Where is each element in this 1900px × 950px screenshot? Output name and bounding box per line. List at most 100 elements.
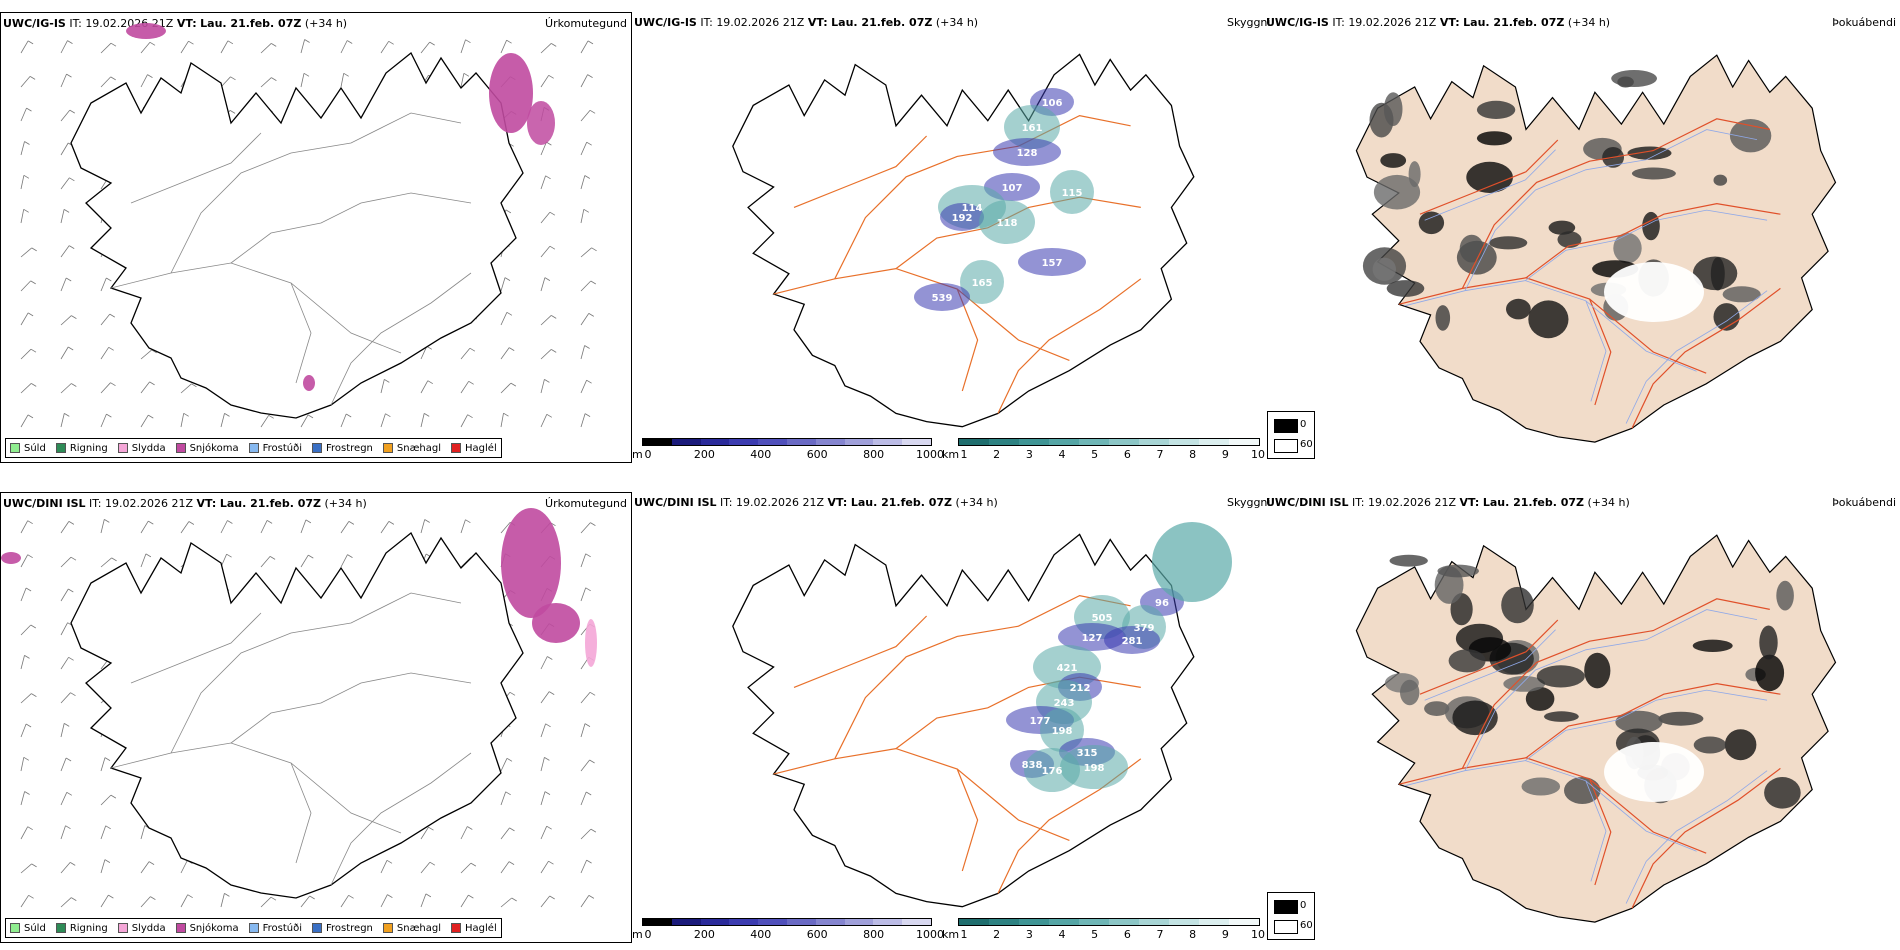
wind-barb bbox=[420, 893, 427, 908]
colorbar-bin bbox=[1109, 439, 1139, 445]
wind-barb bbox=[580, 895, 590, 908]
precip-map bbox=[20, 23, 597, 428]
fog-patch bbox=[1452, 700, 1498, 736]
panel-title: Þokuábendi bbox=[1832, 496, 1896, 509]
legend-swatch bbox=[312, 923, 322, 933]
colorbar-bin bbox=[844, 439, 874, 445]
wind-barb bbox=[60, 792, 68, 806]
panel-title: Úrkomutegund bbox=[545, 497, 627, 510]
fog-patch bbox=[1489, 236, 1528, 250]
colorbar-unit: m bbox=[632, 928, 643, 941]
wind-barb bbox=[540, 723, 546, 738]
wind-barb bbox=[224, 413, 230, 417]
wind-barb bbox=[60, 413, 65, 428]
wind-barb bbox=[20, 655, 25, 670]
colorbar-strip bbox=[642, 918, 932, 926]
fog-patch bbox=[1466, 161, 1513, 193]
wind-barb bbox=[60, 109, 71, 122]
wind-barb bbox=[580, 723, 586, 738]
road-line bbox=[1461, 598, 1770, 769]
colorbar-tick: 7 bbox=[1156, 448, 1164, 461]
cloud-base-label: 198 bbox=[1084, 763, 1105, 774]
wind-barb bbox=[549, 245, 556, 250]
wind-barb bbox=[345, 413, 352, 418]
wind-barb bbox=[100, 859, 106, 874]
wind-barb bbox=[30, 383, 37, 387]
wind-barb bbox=[100, 76, 111, 88]
wind-barb bbox=[64, 413, 70, 417]
road-line bbox=[1461, 118, 1770, 289]
wind-barb bbox=[340, 40, 348, 54]
fog-patch bbox=[1692, 639, 1733, 652]
wind-barb bbox=[60, 862, 71, 874]
wind-barb bbox=[109, 313, 116, 318]
fog-legend-value-low: 0 bbox=[1300, 419, 1307, 430]
wind-barb bbox=[589, 691, 596, 696]
wind-barb bbox=[500, 413, 504, 428]
wind-barb bbox=[29, 76, 36, 80]
legend-swatch bbox=[248, 923, 259, 933]
colorbar-tick: 3 bbox=[1025, 448, 1033, 461]
cloud-base-label: 505 bbox=[1092, 613, 1113, 624]
wind-barb bbox=[546, 825, 552, 830]
wind-barb bbox=[300, 414, 309, 428]
colorbar-tick: 200 bbox=[693, 448, 715, 461]
wind-barb bbox=[500, 522, 511, 534]
colorbar-bin bbox=[1109, 919, 1139, 925]
road-line bbox=[773, 747, 1070, 841]
wind-barb bbox=[425, 893, 432, 898]
wind-barb bbox=[180, 521, 190, 534]
wind-barb bbox=[465, 39, 471, 44]
wind-barb bbox=[24, 655, 30, 659]
wind-barb bbox=[508, 347, 515, 351]
fog-legend-swatch-low bbox=[1274, 900, 1298, 914]
wind-barb bbox=[540, 43, 552, 54]
legend-swatch bbox=[175, 443, 186, 453]
wind-barb bbox=[510, 382, 517, 387]
wind-barb bbox=[467, 414, 473, 419]
wind-barb bbox=[148, 520, 154, 525]
wind-barb bbox=[540, 691, 550, 704]
legend-swatch bbox=[451, 923, 462, 933]
wind-barb bbox=[60, 245, 70, 258]
road-line bbox=[1625, 290, 1768, 424]
fog-patch bbox=[1544, 711, 1579, 722]
fog-patch bbox=[1418, 211, 1445, 235]
wind-barb bbox=[68, 245, 75, 249]
colorbar-bin bbox=[1019, 919, 1049, 925]
wind-barb bbox=[110, 42, 117, 47]
legend-item: Haglél bbox=[451, 443, 497, 454]
fog-legend-value-low: 0 bbox=[1300, 900, 1307, 911]
wind-barb bbox=[20, 247, 32, 258]
wind-barb bbox=[420, 41, 431, 54]
wind-barb bbox=[180, 413, 185, 428]
road-line bbox=[130, 132, 262, 204]
legend-swatch bbox=[175, 923, 186, 933]
panel-title: Úrkomutegund bbox=[545, 17, 627, 30]
road-line bbox=[956, 768, 979, 872]
legend-item: Súld bbox=[10, 443, 46, 454]
fog-patch bbox=[1528, 300, 1569, 339]
cloud-area bbox=[1004, 105, 1060, 149]
road-line bbox=[1589, 298, 1612, 406]
colorbar-tick: 6 bbox=[1123, 448, 1131, 461]
colorbar-bin bbox=[758, 439, 787, 445]
snow-area bbox=[303, 375, 315, 391]
wind-barb bbox=[380, 379, 385, 394]
colorbar-tick: 400 bbox=[750, 928, 772, 941]
wind-barb bbox=[580, 553, 587, 568]
wind-barb bbox=[509, 827, 515, 832]
road-line bbox=[330, 752, 472, 886]
legend-item: Frostúði bbox=[248, 443, 302, 454]
wind-barb bbox=[545, 723, 551, 728]
wind-barb bbox=[188, 40, 194, 45]
wind-barb bbox=[63, 723, 70, 727]
wind-barb bbox=[468, 894, 474, 899]
wind-barb bbox=[140, 349, 152, 360]
colorbar-bin bbox=[671, 439, 701, 445]
iceland-coastline bbox=[732, 533, 1195, 908]
wind-barb bbox=[540, 75, 550, 88]
wind-barb bbox=[60, 346, 69, 360]
colorbar-tick: 1000 bbox=[916, 928, 944, 941]
wind-barb bbox=[20, 312, 29, 326]
